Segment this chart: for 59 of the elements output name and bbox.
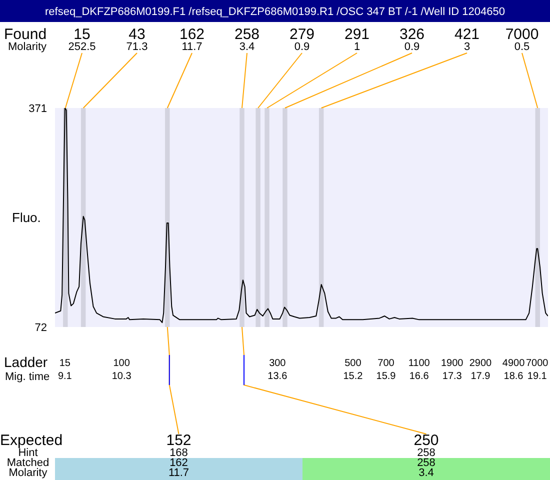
chart-title: refseq_DKFZP686M0199.F1 /refseq_DKFZP686M0199.R1 /OSC 347 BT /-1 /Well ID 1204650: [45, 6, 505, 18]
text: 258: [417, 447, 436, 459]
text: Matched: [6, 457, 50, 469]
text: Molarity: [8, 467, 48, 479]
text: 500: [344, 358, 362, 369]
band-label: 15: [74, 26, 90, 43]
band-label: 421: [454, 26, 480, 43]
x-tick-label: 16.6: [409, 371, 430, 382]
text: 1900: [441, 358, 464, 369]
x-tick-label: 15.2: [343, 371, 364, 382]
line-series: [55, 108, 548, 324]
x-tick-label: 15.9: [376, 371, 396, 382]
y-axis-title: Fluo.: [12, 210, 41, 225]
band-label: 7000: [505, 26, 539, 43]
band-label: 162: [179, 26, 205, 43]
annotation: 252.5: [68, 41, 96, 53]
text: 300: [269, 358, 286, 369]
text: Hint: [18, 447, 38, 459]
annotation: 0.9: [404, 41, 420, 53]
annotation: 0.9: [294, 41, 310, 53]
y-tick-label: 371: [28, 102, 47, 115]
text: 2900: [469, 358, 492, 369]
annotation: 3.4: [239, 41, 255, 53]
annotation: 71.3: [126, 41, 148, 53]
annotation: 0.5: [514, 41, 530, 53]
x-tick-label: 13.6: [268, 371, 288, 382]
annotation: 1: [354, 41, 360, 53]
annotation: 11.7: [182, 41, 202, 53]
text: 15: [59, 358, 71, 369]
text: Molarity: [8, 41, 48, 53]
text: 3.4: [418, 467, 434, 479]
x-tick-label: 19.1: [527, 371, 548, 382]
text: 100: [113, 358, 130, 369]
text: 1100: [408, 358, 430, 369]
text: 4900: [502, 358, 526, 369]
text: 700: [378, 358, 395, 369]
annotation: 250: [414, 432, 439, 449]
x-tick-label: 18.6: [504, 371, 524, 382]
band-label: 326: [399, 26, 425, 43]
text: 258: [417, 457, 436, 469]
annotation: 3: [464, 41, 470, 53]
x-tick-label: 17.9: [470, 371, 491, 382]
band-label: 258: [234, 26, 260, 43]
x-tick-label: 17.3: [442, 371, 462, 382]
band-label: 291: [344, 26, 370, 43]
text: 168: [170, 447, 188, 459]
y-tick-label: 72: [34, 322, 47, 334]
text: 7000: [526, 358, 549, 369]
x-tick-label: 10.3: [112, 371, 132, 382]
text: Expected: [0, 432, 63, 449]
band-label: 43: [128, 26, 146, 43]
text: Ladder: [4, 354, 48, 370]
annotation: 152: [166, 432, 192, 449]
band-label: 279: [289, 26, 315, 43]
text: Found: [4, 26, 47, 43]
text: 162: [170, 457, 188, 469]
text: 11.7: [168, 467, 190, 479]
x-axis-title: Mig. time: [5, 371, 50, 383]
x-tick-label: 9.1: [58, 371, 72, 382]
